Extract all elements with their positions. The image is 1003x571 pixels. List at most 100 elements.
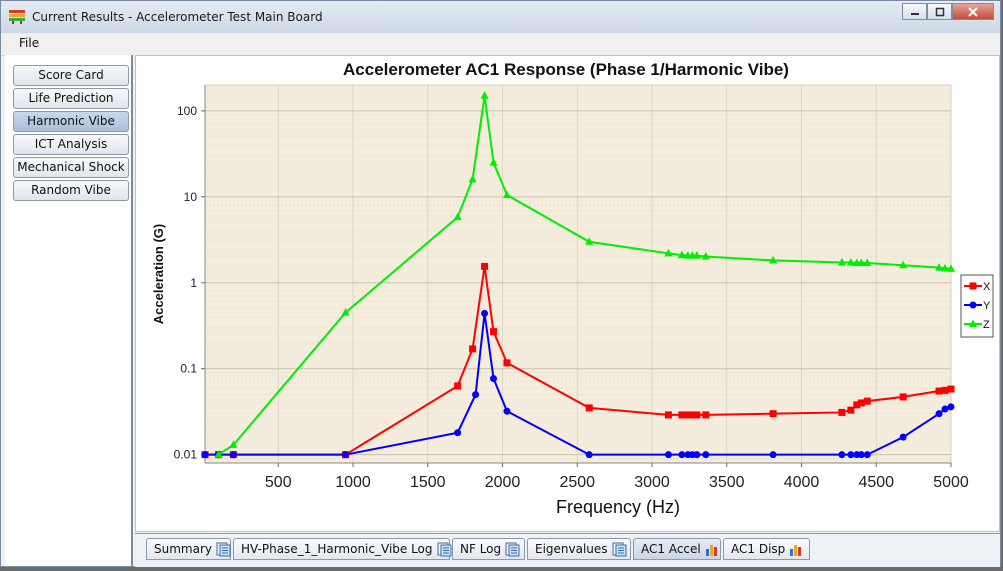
data-point-y xyxy=(899,433,907,441)
data-point-z xyxy=(468,174,477,183)
data-point-z xyxy=(341,308,350,316)
tab-label: Summary xyxy=(154,542,212,556)
data-point-x xyxy=(684,411,692,419)
tab-bar: Summary HV-Phase_1_Harmonic_Vibe Log NF … xyxy=(135,533,1000,567)
tab-ac1-disp[interactable]: AC1 Disp xyxy=(723,538,810,560)
data-point-x xyxy=(947,385,955,393)
data-point-y xyxy=(935,410,943,418)
data-point-x xyxy=(454,382,462,390)
close-icon[interactable] xyxy=(952,3,994,20)
tab-ac1-accel[interactable]: AC1 Accel xyxy=(633,538,721,560)
legend-label: Y xyxy=(983,300,991,312)
data-point-z xyxy=(935,263,944,271)
data-point-y xyxy=(702,451,710,459)
legend-marker-z xyxy=(969,319,977,327)
data-point-z xyxy=(585,237,594,245)
x-tick-label: 4000 xyxy=(784,474,820,491)
nav-panel: Score Card Life Prediction Harmonic Vibe… xyxy=(5,55,133,566)
data-point-y xyxy=(342,451,350,459)
x-tick-label: 1500 xyxy=(410,474,446,491)
data-point-y xyxy=(490,374,498,382)
data-point-y xyxy=(585,451,593,459)
title-bar[interactable]: Current Results - Accelerometer Test Mai… xyxy=(1,1,1000,34)
data-point-x xyxy=(481,262,489,270)
data-point-z xyxy=(664,248,673,257)
data-point-x xyxy=(847,406,855,414)
nav-harmonic-vibe-button[interactable]: Harmonic Vibe xyxy=(13,111,129,132)
data-point-y xyxy=(863,451,871,459)
data-point-z xyxy=(229,440,238,448)
nav-life-prediction-button[interactable]: Life Prediction xyxy=(13,88,129,109)
x-tick-label: 5000 xyxy=(933,474,969,491)
nav-random-vibe-button[interactable]: Random Vibe xyxy=(13,180,129,201)
data-point-z xyxy=(677,250,686,259)
tab-label: NF Log xyxy=(460,542,502,556)
data-point-x xyxy=(853,401,861,409)
data-point-x xyxy=(490,328,498,336)
window-title: Current Results - Accelerometer Test Mai… xyxy=(32,10,323,24)
data-point-z xyxy=(214,450,223,458)
x-axis-label: Frequency (Hz) xyxy=(556,497,680,517)
document-icon xyxy=(505,542,520,557)
data-point-z xyxy=(692,251,701,259)
y-tick-label: 10 xyxy=(184,190,198,204)
minimize-icon[interactable] xyxy=(902,3,927,20)
data-point-x xyxy=(941,386,949,394)
x-tick-label: 2500 xyxy=(559,474,595,491)
nav-mechanical-shock-button[interactable]: Mechanical Shock xyxy=(13,157,129,178)
data-point-y xyxy=(941,405,949,413)
chart-svg: 500 1000 1500 2000 2500 3000 3500 4000 4500 5000 0… xyxy=(151,84,994,517)
data-point-y xyxy=(693,451,701,459)
data-point-x xyxy=(863,397,871,405)
data-point-x xyxy=(688,411,696,419)
data-point-y xyxy=(472,391,480,399)
data-point-x xyxy=(769,410,777,418)
data-point-y xyxy=(201,451,209,459)
document-icon xyxy=(437,542,452,557)
tab-hv-phase-log[interactable]: HV-Phase_1_Harmonic_Vibe Log xyxy=(233,538,452,560)
y-tick-label: 1 xyxy=(190,276,197,290)
data-point-y xyxy=(678,451,686,459)
tab-nf-log[interactable]: NF Log xyxy=(452,538,525,560)
x-tick-label: 500 xyxy=(265,474,292,491)
tab-summary[interactable]: Summary xyxy=(146,538,231,560)
nav-ict-analysis-button[interactable]: ICT Analysis xyxy=(13,134,129,155)
chart-panel: Accelerometer AC1 Response (Phase 1/Harm… xyxy=(135,55,1000,532)
data-point-z xyxy=(857,258,866,266)
data-point-y xyxy=(847,451,855,459)
tab-eigenvalues[interactable]: Eigenvalues xyxy=(527,538,631,560)
data-point-x xyxy=(857,399,865,407)
data-point-z xyxy=(701,252,710,260)
data-point-z xyxy=(947,264,955,272)
legend-marker-x xyxy=(969,282,977,290)
data-point-y xyxy=(769,451,777,459)
bar-chart-icon xyxy=(790,545,802,556)
legend-label: X xyxy=(983,281,991,293)
data-point-z xyxy=(941,263,950,272)
menu-file[interactable]: File xyxy=(19,36,40,50)
data-point-x xyxy=(899,393,907,401)
data-point-y xyxy=(947,403,955,411)
tab-label: AC1 Disp xyxy=(731,542,786,556)
data-point-z xyxy=(846,258,855,266)
data-point-z xyxy=(502,190,511,199)
data-point-z xyxy=(489,158,498,166)
data-point-x xyxy=(503,359,511,367)
data-point-x xyxy=(693,411,701,419)
restore-icon[interactable] xyxy=(927,3,952,20)
x-tick-label: 2000 xyxy=(485,474,521,491)
plot-area xyxy=(204,84,952,464)
data-point-x xyxy=(838,408,846,416)
document-icon xyxy=(612,542,627,557)
legend-label: Z xyxy=(983,319,990,331)
data-point-y xyxy=(503,407,511,415)
tab-label: HV-Phase_1_Harmonic_Vibe Log xyxy=(241,542,433,556)
x-tick-label: 1000 xyxy=(335,474,371,491)
app-logo-icon xyxy=(9,10,25,24)
data-point-z xyxy=(453,212,462,221)
chart-title: Accelerometer AC1 Response (Phase 1/Harm… xyxy=(343,60,789,79)
bar-chart-icon xyxy=(705,545,717,556)
data-point-y xyxy=(838,451,846,459)
nav-score-card-button[interactable]: Score Card xyxy=(13,65,129,86)
